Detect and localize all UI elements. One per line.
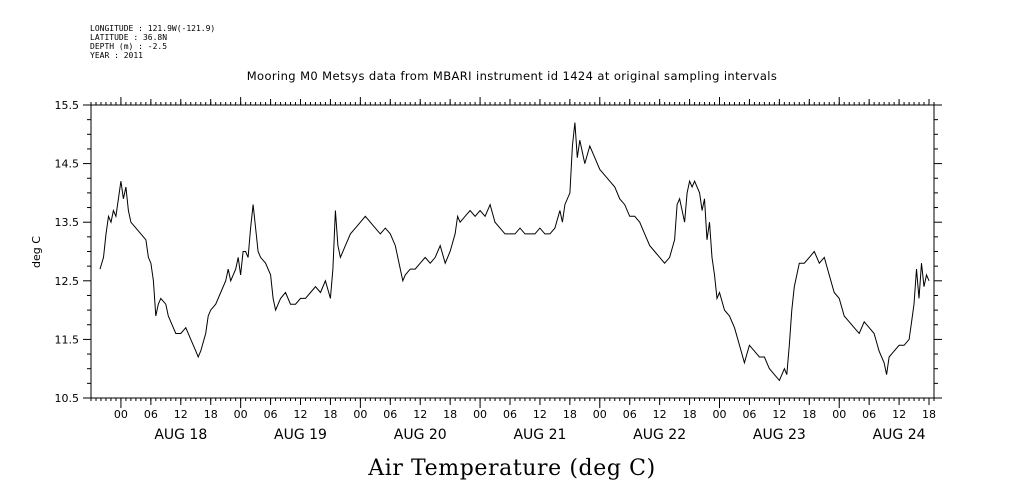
x-hour-label: 18 [204,408,218,421]
x-hour-label: 18 [563,408,577,421]
x-hour-label: 06 [383,408,397,421]
y-tick-label: 13.5 [55,216,80,229]
x-hour-label: 06 [623,408,637,421]
header-depth: DEPTH (m) : -2.5 [90,42,167,51]
y-axis-ticks: 10.5 11.5 12.5 13.5 14.5 15.5 [55,99,942,405]
header-latitude: LATITUDE : 36.8N [90,33,167,42]
x-hour-label: 00 [114,408,128,421]
chart-title: Mooring M0 Metsys data from MBARI instru… [247,69,778,83]
x-hour-label: 18 [323,408,337,421]
x-hour-label: 00 [353,408,367,421]
x-day-label: AUG 19 [274,427,327,443]
top-minor-ticks [90,97,935,105]
x-hour-label: 12 [533,408,547,421]
x-hour-label: 00 [473,408,487,421]
x-day-label: AUG 23 [753,427,806,443]
x-hour-label: 12 [892,408,906,421]
x-hour-label: 06 [742,408,756,421]
x-axis-ticks: 00 06 12 18 00 06 12 18 00 06 12 18 00 06 12 18 00 06 12 18… [90,398,936,443]
series-line [99,122,930,382]
x-day-label: AUG 20 [394,427,447,443]
x-hour-label: 12 [174,408,188,421]
y-tick-label: 14.5 [55,158,80,171]
x-hour-label: 00 [832,408,846,421]
x-hour-label: 00 [593,408,607,421]
x-day-label: AUG 21 [513,427,566,443]
y-tick-label: 10.5 [55,392,80,405]
y-axis-label: deg C [30,236,43,268]
plot-frame [90,104,935,399]
x-hour-label: 00 [713,408,727,421]
x-hour-label: 18 [922,408,936,421]
x-hour-label: 18 [802,408,816,421]
y-tick-label: 12.5 [55,275,80,288]
x-day-label: AUG 18 [154,427,207,443]
x-hour-label: 12 [413,408,427,421]
x-hour-label: 06 [503,408,517,421]
header-longitude: LONGITUDE : 121.9W(-121.9) [90,24,215,33]
x-hour-label: 12 [653,408,667,421]
x-hour-label: 12 [772,408,786,421]
x-hour-label: 06 [862,408,876,421]
x-hour-label: 06 [144,408,158,421]
x-hour-label: 18 [683,408,697,421]
header-year: YEAR : 2011 [90,51,143,60]
x-day-label: AUG 24 [873,427,926,443]
x-hour-label: 18 [443,408,457,421]
x-hour-label: 06 [264,408,278,421]
x-hour-label: 00 [234,408,248,421]
x-axis-title: Air Temperature (deg C) [367,456,656,481]
x-day-label: AUG 22 [633,427,686,443]
x-hour-label: 12 [294,408,308,421]
y-tick-label: 11.5 [55,333,80,346]
y-tick-label: 15.5 [55,99,80,112]
